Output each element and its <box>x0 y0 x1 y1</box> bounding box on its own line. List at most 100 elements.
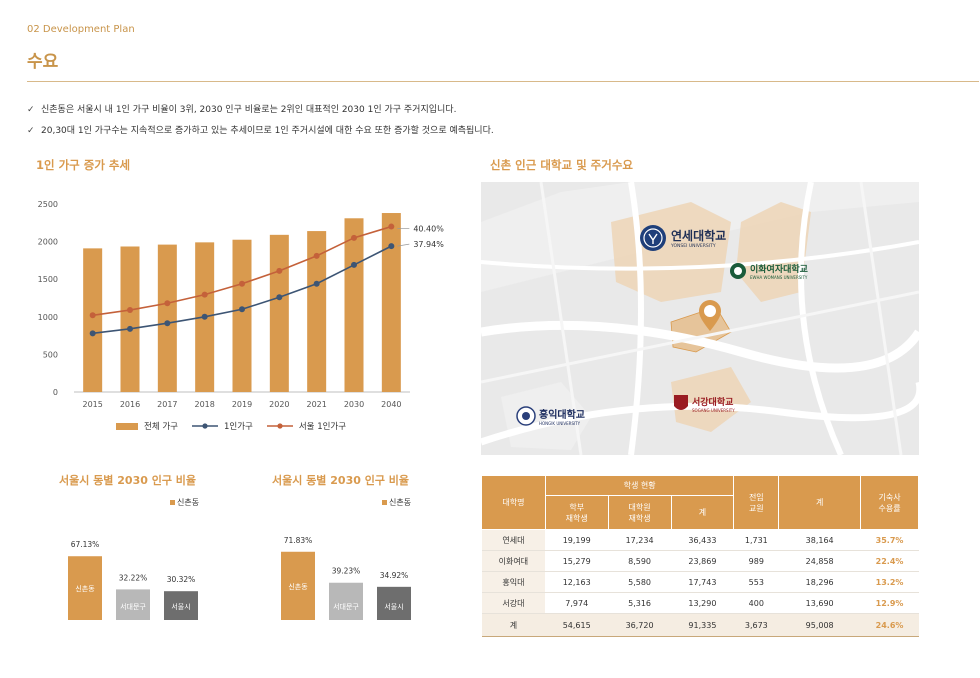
col-total: 계 <box>778 475 862 530</box>
col-dorm: 기숙사 수용률 <box>860 475 919 530</box>
pop-left-legend: 신촌동 <box>170 497 199 508</box>
legend-seoul-label: 서울 1인가구 <box>298 422 347 432</box>
table-total-row: 계 54,615 36,720 91,335 3,673 95,008 24.6… <box>481 613 919 637</box>
col-faculty: 전임 교원 <box>733 475 780 530</box>
x-tick-label: 2030 <box>344 400 364 409</box>
data-point <box>127 325 133 332</box>
bullet-1: ✓ 신촌동은 서울시 내 1인 가구 비율이 3위, 2030 인구 비율로는 2… <box>27 102 456 115</box>
table-row: 이화여대 15,279 8,590 23,869 989 24,858 22.4… <box>481 550 919 572</box>
legend-total-label: 전체 가구 <box>144 422 178 432</box>
bar <box>281 551 315 620</box>
area-map: 연세대학교 YONSEI UNIVERSITY 이화여자대학교 EWHA WOM… <box>481 182 919 455</box>
legend-single-label: 1인가구 <box>223 422 253 432</box>
pop-right-legend: 신촌동 <box>382 497 411 508</box>
data-point <box>313 280 320 287</box>
cell-name: 이화여대 <box>481 550 546 572</box>
section-label: 02 Development Plan <box>27 24 135 35</box>
cell-name: 홍익대 <box>481 571 546 593</box>
data-point <box>351 234 357 241</box>
annotation-bottom: 37.94% <box>413 240 444 249</box>
legend-swatch <box>382 500 387 505</box>
yonsei-en: YONSEI UNIVERSITY <box>671 244 716 249</box>
sogang-en: SOGANG UNIVERSITY <box>692 408 735 413</box>
bar <box>120 246 140 392</box>
cell-grad: 8,590 <box>608 550 671 572</box>
col-university: 대학명 <box>481 475 546 530</box>
pop-left-chart: 67.13% 신촌동 32.22% 서대문구 30.32% 서울시 <box>68 540 198 620</box>
cell-total: 13,690 <box>778 592 861 614</box>
cell-faculty: 1,731 <box>733 529 779 551</box>
data-point <box>89 330 96 337</box>
cell-sum: 36,433 <box>671 529 734 551</box>
trend-legend: 전체 가구 1인가구 서울 1인가구 <box>116 420 346 432</box>
data-point <box>239 306 245 313</box>
cell-dorm: 24.6% <box>860 613 919 637</box>
bar <box>344 218 364 392</box>
yonsei-emblem-icon <box>640 225 666 251</box>
col-grad: 대학원 재학생 <box>607 495 672 530</box>
cell-faculty: 553 <box>733 571 779 593</box>
category-label: 서대문구 <box>333 602 359 611</box>
data-point <box>239 280 245 287</box>
legend-label: 신촌동 <box>177 498 200 507</box>
cell-faculty: 3,673 <box>733 613 779 637</box>
data-point <box>276 267 283 274</box>
bar <box>83 248 103 392</box>
y-tick-label: 500 <box>43 350 58 359</box>
map-title: 신촌 인근 대학교 및 주거수요 <box>490 158 633 172</box>
cell-dorm: 22.4% <box>860 550 919 572</box>
x-tick-label: 2020 <box>269 400 289 409</box>
cell-grad: 5,580 <box>608 571 671 593</box>
sogang-emblem-icon <box>674 395 688 410</box>
col-undergrad: 학부 재학생 <box>544 495 609 530</box>
ewha-en: EWHA WOMANS UNIVERSITY <box>750 275 808 280</box>
cell-dorm: 35.7% <box>860 529 919 551</box>
cell-grad: 5,316 <box>608 592 671 614</box>
cell-name: 서강대 <box>481 592 546 614</box>
trend-chart-title: 1인 가구 증가 추세 <box>36 158 131 172</box>
pop-right-title: 서울시 동별 2030 인구 비율 <box>272 474 410 487</box>
pop-left-title: 서울시 동별 2030 인구 비율 <box>59 474 197 487</box>
annotation-leader <box>397 243 410 247</box>
cell-total: 24,858 <box>778 550 861 572</box>
page-title: 수요 <box>27 52 59 72</box>
hongik-en: HONGIK UNIVERSITY <box>539 421 581 426</box>
x-tick-label: 2017 <box>157 400 177 409</box>
legend-swatch <box>170 500 175 505</box>
cell-undergrad: 15,279 <box>545 550 609 572</box>
hongik-label: 홍익대학교 HONGIK UNIVERSITY <box>516 406 585 426</box>
cell-total: 18,296 <box>778 571 861 593</box>
data-point <box>388 243 395 250</box>
col-sum: 계 <box>670 495 735 530</box>
hongik-name: 홍익대학교 <box>539 410 585 421</box>
cell-sum: 13,290 <box>671 592 734 614</box>
bullet-text: 신촌동은 서울시 내 1인 가구 비율이 3위, 2030 인구 비율로는 2위… <box>41 105 457 115</box>
x-tick-label: 2018 <box>194 400 214 409</box>
table-row: 서강대 7,974 5,316 13,290 400 13,690 12.9% <box>481 592 919 614</box>
bar <box>329 582 363 620</box>
sogang-label: 서강대학교 SOGANG UNIVERSITY <box>673 394 735 414</box>
x-tick-label: 2040 <box>381 400 401 409</box>
header-divider <box>27 81 979 82</box>
cell-grad: 17,234 <box>608 529 671 551</box>
table-row: 연세대 19,199 17,234 36,433 1,731 38,164 35… <box>481 529 919 551</box>
cell-undergrad: 7,974 <box>545 592 609 614</box>
annotation-top: 40.40% <box>413 225 444 234</box>
bar <box>381 213 401 392</box>
category-label: 서울시 <box>384 602 403 611</box>
ewha-label: 이화여자대학교 EWHA WOMANS UNIVERSITY <box>729 262 808 280</box>
x-tick-label: 2016 <box>120 400 140 409</box>
x-tick-label: 2019 <box>232 400 252 409</box>
cell-sum: 91,335 <box>671 613 734 637</box>
category-label: 신촌동 <box>288 582 308 591</box>
x-tick-label: 2015 <box>82 400 102 409</box>
y-tick-label: 2500 <box>38 200 58 209</box>
university-table: 대학명 학생 현황 전임 교원 계 기숙사 수용률 학부 재학생 대학원 재학생… <box>481 475 919 637</box>
value-label: 39.23% <box>332 567 361 576</box>
bar <box>232 239 252 392</box>
yonsei-label: 연세대학교 YONSEI UNIVERSITY <box>639 224 726 252</box>
value-label: 32.22% <box>119 573 148 582</box>
cell-name: 계 <box>481 613 546 637</box>
hongik-emblem-icon <box>516 406 536 426</box>
value-label: 34.92% <box>380 571 409 580</box>
